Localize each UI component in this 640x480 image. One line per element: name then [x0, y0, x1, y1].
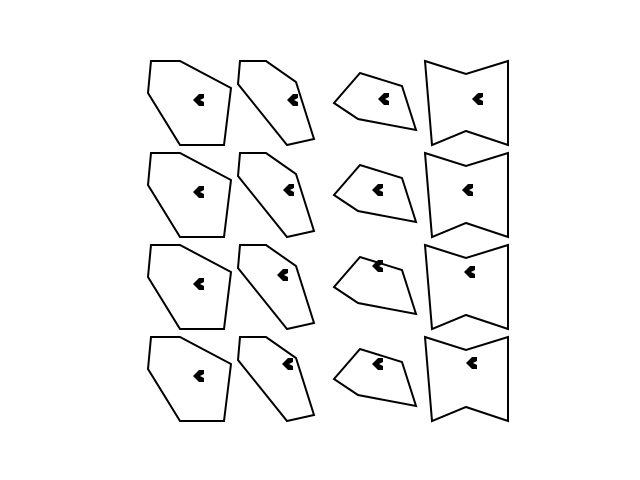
shape-cell-r1-c4	[423, 59, 509, 147]
slanted-pentagon-outline	[236, 60, 316, 147]
shape-cell-r1-c2	[236, 60, 316, 147]
shape-cell-r4-c2	[236, 336, 316, 423]
shape-cell-r2-c1	[146, 152, 233, 238]
left-arrow-dot-icon	[464, 266, 475, 278]
notched-rectangle-outline	[423, 335, 509, 423]
slanted-pentagon-outline	[236, 244, 316, 331]
irregular-hexagon-outline	[146, 60, 233, 146]
shape-cell-r2-c4	[423, 151, 509, 239]
left-arrow-dot-icon	[277, 269, 288, 281]
tilted-kite-outline	[332, 347, 418, 408]
shape-cell-r3-c1	[146, 244, 233, 330]
notched-rectangle-outline	[423, 243, 509, 331]
left-arrow-dot-icon	[378, 93, 389, 105]
tilted-kite-outline	[332, 163, 418, 224]
left-arrow-dot-icon	[283, 184, 294, 196]
shape-cell-r1-c3	[332, 71, 418, 132]
left-arrow-dot-icon	[193, 186, 204, 198]
shape-cell-r4-c3	[332, 347, 418, 408]
shape-cell-r3-c4	[423, 243, 509, 331]
notched-rectangle-outline	[423, 151, 509, 239]
shape-cell-r4-c1	[146, 336, 233, 422]
shape-cell-r2-c2	[236, 152, 316, 239]
tilted-kite-outline	[332, 71, 418, 132]
notched-rectangle-outline	[423, 59, 509, 147]
tilted-kite-outline	[332, 255, 418, 316]
irregular-hexagon-outline	[146, 152, 233, 238]
left-arrow-dot-icon	[193, 278, 204, 290]
left-arrow-dot-icon	[372, 184, 383, 196]
shape-cell-r3-c2	[236, 244, 316, 331]
slanted-pentagon-outline	[236, 336, 316, 423]
left-arrow-dot-icon	[193, 370, 204, 382]
shape-cell-r2-c3	[332, 163, 418, 224]
shape-cell-r4-c4	[423, 335, 509, 423]
slanted-pentagon-outline	[236, 152, 316, 239]
left-arrow-dot-icon	[287, 94, 298, 106]
irregular-hexagon-outline	[146, 244, 233, 330]
left-arrow-dot-icon	[472, 93, 483, 105]
left-arrow-dot-icon	[282, 358, 293, 370]
left-arrow-dot-icon	[372, 358, 383, 370]
left-arrow-dot-icon	[462, 184, 473, 196]
shape-cell-r1-c1	[146, 60, 233, 146]
shape-cell-r3-c3	[332, 255, 418, 316]
left-arrow-dot-icon	[372, 260, 383, 272]
left-arrow-dot-icon	[466, 357, 477, 369]
irregular-hexagon-outline	[146, 336, 233, 422]
left-arrow-dot-icon	[193, 94, 204, 106]
